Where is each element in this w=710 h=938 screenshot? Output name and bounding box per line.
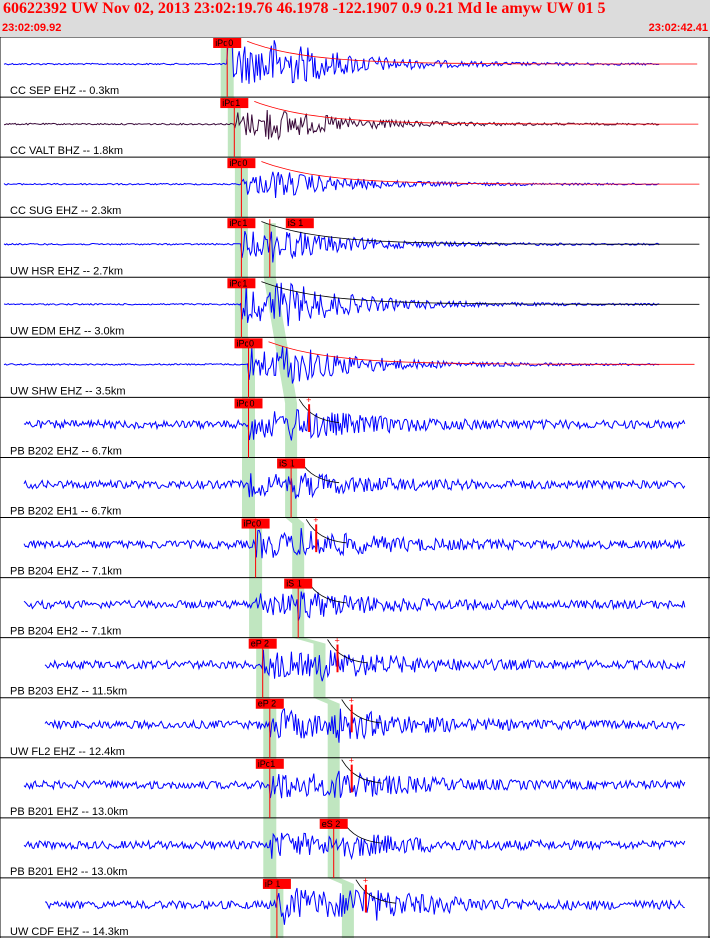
coda-curve xyxy=(247,40,698,65)
pick-label: iP 1 xyxy=(265,879,280,889)
amp-pick-plus: + xyxy=(349,755,354,765)
amp-pick-plus: + xyxy=(313,515,318,525)
trace-label: CC VALT BHZ -- 1.8km xyxy=(10,145,123,157)
trace-row: eS 2 PB B201 EH2 -- 13.0km xyxy=(10,818,686,878)
amp-pick-plus: + xyxy=(335,635,340,645)
trace-row: iPc1 + PB B201 EHZ -- 13.0km xyxy=(10,755,686,818)
trace-row: iPd0 CC SUG EHZ -- 2.3km xyxy=(3,158,700,218)
trace-row: iPd1 UW EDM EHZ -- 3.0km xyxy=(3,278,700,338)
trace-row: iS 1 PB B202 EH1 -- 6.7km xyxy=(10,458,686,518)
pick-label: iS 1 xyxy=(288,218,304,228)
trace-label: PB B201 EHZ -- 13.0km xyxy=(10,806,128,818)
coda-curve xyxy=(298,398,340,424)
waveform xyxy=(23,407,686,441)
start-time: 23:02:09.92 xyxy=(2,22,62,34)
trace-row: iPc0 + PB B204 EHZ -- 7.1km xyxy=(10,515,686,578)
trace-row: iPd0 CC SEP EHZ -- 0.3km xyxy=(3,38,698,98)
trace-label: PB B202 EH1 -- 6.7km xyxy=(10,506,121,518)
trace-row: iPd1 iS 1 UW HSR EHZ -- 2.7km xyxy=(3,218,700,278)
coda-curve xyxy=(261,161,700,185)
pick-label: iPc0 xyxy=(237,338,255,348)
coda-curve xyxy=(327,639,368,664)
trace-label: PB B202 EHZ -- 6.7km xyxy=(10,445,122,457)
pick-label: iPd1 xyxy=(229,218,247,228)
trace-label: UW EDM EHZ -- 3.0km xyxy=(10,325,124,337)
waveform xyxy=(23,591,686,621)
waveform xyxy=(23,472,686,499)
amp-pick-plus: + xyxy=(349,695,354,705)
waveform xyxy=(44,708,686,743)
pick-label: iPd1 xyxy=(222,98,240,108)
coda-curve xyxy=(341,759,382,784)
trace-row: iP 1 + UW CDF EHZ -- 14.3km xyxy=(10,876,685,938)
pick-label: iPc0 xyxy=(244,519,262,529)
waveform xyxy=(3,346,660,384)
coda-curve xyxy=(298,459,340,484)
trace-row: iPc0 UW SHW EHZ -- 3.5km xyxy=(3,338,695,398)
trace-row: iS 1 PB B204 EH2 -- 7.1km xyxy=(10,578,686,638)
pick-label: eP 2 xyxy=(251,639,269,649)
coda-curve xyxy=(305,519,347,544)
amp-pick-plus: + xyxy=(306,395,311,405)
amp-pick-plus: + xyxy=(363,876,368,886)
event-header: 60622392 UW Nov 02, 2013 23:02:19.76 46.… xyxy=(0,0,710,37)
coda-curve xyxy=(254,101,699,125)
waveform xyxy=(23,770,686,799)
coda-curve xyxy=(261,281,700,305)
pick-label: eS 2 xyxy=(322,819,341,829)
waveform xyxy=(3,171,660,199)
trace-row: eP 2 + UW FL2 EHZ -- 12.4km xyxy=(10,695,686,758)
waveform xyxy=(44,649,686,682)
trace-label: UW HSR EHZ -- 2.7km xyxy=(10,265,123,277)
pick-box xyxy=(285,218,314,229)
trace-label: PB B204 EHZ -- 7.1km xyxy=(10,566,122,578)
s-travel-band xyxy=(263,223,354,938)
trace-label: PB B204 EH2 -- 7.1km xyxy=(10,626,121,638)
record-section: iPd0 CC SEP EHZ -- 0.3km iPd1 CC VALT BHZ -… xyxy=(0,37,710,938)
trace-label: UW SHW EHZ -- 3.5km xyxy=(10,385,126,397)
pick-label: iPd0 xyxy=(229,158,247,168)
trace-row: iPd0 + PB B202 EHZ -- 6.7km xyxy=(10,395,686,458)
pick-label: iPd0 xyxy=(237,398,255,408)
trace-label: CC SEP EHZ -- 0.3km xyxy=(10,85,119,97)
coda-curve xyxy=(341,699,382,724)
trace-label: UW CDF EHZ -- 14.3km xyxy=(10,926,129,938)
pick-label: iS 1 xyxy=(279,458,295,468)
trace-label: CC SUG EHZ -- 2.3km xyxy=(10,205,121,217)
coda-curve xyxy=(261,221,700,245)
coda-curve xyxy=(341,819,382,844)
pick-label: iS 1 xyxy=(286,579,302,589)
pick-label: iPc1 xyxy=(258,759,276,769)
end-time: 23:02:42.41 xyxy=(648,22,708,34)
waveform xyxy=(3,231,660,263)
coda-curve xyxy=(305,579,347,604)
pick-label: iPd0 xyxy=(215,38,233,48)
waveform xyxy=(23,527,686,559)
waveform xyxy=(23,832,686,861)
trace-label: PB B201 EH2 -- 13.0km xyxy=(10,866,127,878)
waveform xyxy=(3,40,660,84)
coda-curve xyxy=(268,341,695,365)
trace-label: UW FL2 EHZ -- 12.4km xyxy=(10,746,125,758)
coda-curve xyxy=(355,879,396,904)
waveform xyxy=(3,109,660,141)
pick-label: iPd1 xyxy=(229,278,247,288)
trace-row: eP 2 + PB B203 EHZ -- 11.5km xyxy=(10,635,686,698)
trace-row: iPd1 CC VALT BHZ -- 1.8km xyxy=(3,98,699,158)
event-title: 60622392 UW Nov 02, 2013 23:02:19.76 46.… xyxy=(3,0,606,17)
pick-label: eP 2 xyxy=(258,699,276,709)
trace-label: PB B203 EHZ -- 11.5km xyxy=(10,686,127,698)
waveform xyxy=(3,282,660,327)
